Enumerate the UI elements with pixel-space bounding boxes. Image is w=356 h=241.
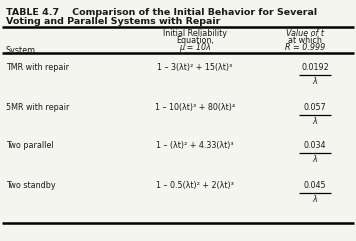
Text: 1 – 0.5(λt)² + 2(λt)³: 1 – 0.5(λt)² + 2(λt)³	[156, 181, 234, 190]
Text: λ: λ	[313, 77, 318, 86]
Text: 1 – 3(λt)² + 15(λt)³: 1 – 3(λt)² + 15(λt)³	[157, 63, 232, 72]
Text: Initial Reliability: Initial Reliability	[163, 29, 227, 38]
Text: Value of t: Value of t	[286, 29, 324, 38]
Text: Two parallel: Two parallel	[6, 141, 54, 150]
Text: at which: at which	[288, 36, 322, 45]
Text: 1 – 10(λt)³ + 80(λt)⁴: 1 – 10(λt)³ + 80(λt)⁴	[155, 103, 235, 112]
Text: R = 0.999: R = 0.999	[285, 43, 325, 52]
Text: TABLE 4.7    Comparison of the Initial Behavior for Several: TABLE 4.7 Comparison of the Initial Beha…	[6, 8, 317, 17]
Text: Voting and Parallel Systems with Repair: Voting and Parallel Systems with Repair	[6, 17, 220, 26]
Text: μ = 10λ: μ = 10λ	[179, 43, 211, 52]
Text: TMR with repair: TMR with repair	[6, 63, 69, 72]
Text: 1 – (λt)² + 4.33(λt)³: 1 – (λt)² + 4.33(λt)³	[156, 141, 234, 150]
Text: 0.0192: 0.0192	[301, 63, 329, 72]
Text: λ: λ	[313, 155, 318, 164]
Text: λ: λ	[313, 195, 318, 204]
Text: 0.034: 0.034	[304, 141, 326, 150]
Text: Equation,: Equation,	[176, 36, 214, 45]
Text: 0.045: 0.045	[304, 181, 326, 190]
Text: 5MR with repair: 5MR with repair	[6, 103, 69, 112]
Text: 0.057: 0.057	[304, 103, 326, 112]
Text: System: System	[6, 46, 36, 55]
Text: Two standby: Two standby	[6, 181, 56, 190]
Text: λ: λ	[313, 117, 318, 126]
